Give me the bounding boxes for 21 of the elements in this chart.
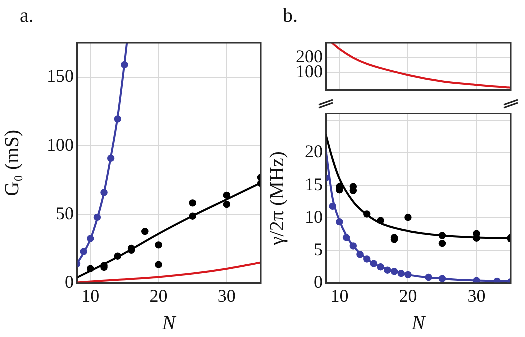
x-tick-label: 10 xyxy=(330,286,349,306)
chart-title: b. xyxy=(283,5,298,27)
y-tick-label: 50 xyxy=(56,203,74,224)
x-axis-title: N xyxy=(410,312,427,334)
x-tick-label: 30 xyxy=(468,286,486,306)
y-tick-label: 15 xyxy=(305,174,323,194)
y-axis-title: G₀ (mS) xyxy=(1,130,24,196)
y-axis-title: γ/2π (MHz) xyxy=(266,152,288,247)
chart-title: a. xyxy=(20,5,34,27)
y-tick-label: 100 xyxy=(47,134,74,155)
x-tick-label: 20 xyxy=(150,286,168,306)
y-tick-label: 5 xyxy=(314,240,323,260)
x-tick-label: 20 xyxy=(399,286,418,306)
y-tick-label: 20 xyxy=(305,142,323,162)
x-axis-title: N xyxy=(161,312,178,334)
x-tick-label: 30 xyxy=(218,286,236,306)
x-tick-label: 10 xyxy=(82,286,100,306)
y-tick-label: 0 xyxy=(65,272,74,292)
y-tick-label: 0 xyxy=(314,272,323,292)
y-tick-label: 150 xyxy=(47,66,74,86)
y-tick-label: 10 xyxy=(305,206,323,227)
